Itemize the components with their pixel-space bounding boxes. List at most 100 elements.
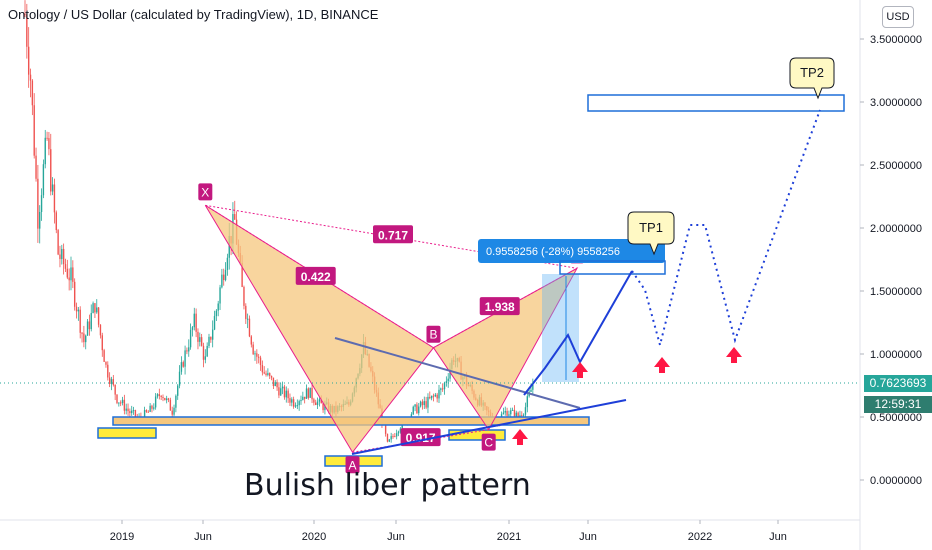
candle-body	[83, 333, 85, 343]
candle-body	[445, 381, 448, 383]
candle-body	[394, 436, 396, 438]
candle-body	[57, 230, 59, 255]
candle-body	[143, 410, 146, 422]
x-tick-label: Jun	[387, 531, 405, 543]
y-tick-label: 0.5000000	[870, 412, 922, 424]
candle-body	[217, 303, 219, 311]
tp1-box	[559, 260, 666, 275]
candle-body	[68, 277, 70, 281]
point-label-a: A	[349, 458, 357, 472]
ratio-label: 1.938	[485, 300, 515, 314]
x-tick-label: 2022	[688, 531, 712, 543]
measure-label-bg	[478, 239, 665, 263]
candle-body	[105, 361, 107, 365]
candle-body	[27, 46, 30, 75]
candle-body	[134, 410, 137, 418]
candle-body	[447, 378, 449, 382]
currency-button[interactable]: USD	[882, 6, 914, 28]
candle-body	[184, 350, 186, 367]
candle-body	[313, 399, 315, 403]
candle-body	[421, 401, 424, 406]
candle-body	[103, 350, 105, 362]
candle-body	[414, 404, 416, 407]
buy-arrow	[654, 357, 670, 373]
y-axis: 0.0000000 0.5000000 1.0000000 1.5000000 2.00…	[860, 34, 922, 487]
candle-body	[123, 399, 126, 411]
candle-body	[432, 395, 435, 397]
candle-body	[191, 327, 194, 330]
tp1-callout	[627, 211, 675, 256]
current-price-label: 0.7623693	[864, 375, 932, 392]
candle-body	[171, 410, 173, 415]
candle-body	[263, 372, 265, 374]
candle-body	[425, 401, 427, 408]
candle-body	[131, 410, 133, 414]
candle-body	[287, 390, 289, 399]
candle-body	[186, 350, 188, 352]
candle-body	[211, 329, 214, 340]
candle-body	[40, 195, 43, 212]
candle-body	[412, 406, 414, 415]
projection-dotted	[631, 109, 821, 349]
candle-body	[419, 401, 422, 407]
candle-body	[294, 405, 297, 407]
candle-body	[46, 137, 48, 139]
countdown-label: 12:59:31	[864, 396, 932, 413]
candle-body	[430, 395, 433, 399]
candle-body	[55, 212, 57, 231]
candle-body	[101, 335, 103, 351]
candle-body	[73, 281, 76, 307]
x-tick-label: 2020	[302, 531, 326, 543]
candle-body	[195, 313, 197, 332]
candle-body	[283, 386, 286, 398]
bd-dotted-line	[433, 267, 578, 349]
candle-body	[70, 267, 72, 281]
candle-body	[311, 387, 313, 400]
candle-body	[204, 356, 207, 360]
candle-body	[110, 379, 113, 384]
candle-body	[169, 399, 172, 411]
candle-body	[189, 329, 192, 348]
candle-body	[521, 415, 523, 417]
y-tick-label: 2.5000000	[870, 160, 922, 172]
y-tick-label: 2.0000000	[870, 223, 922, 235]
candle-body	[86, 321, 89, 336]
candle-body	[154, 396, 157, 408]
candle-body	[443, 382, 446, 390]
candle-body	[307, 388, 310, 398]
tp1-label: TP1	[639, 220, 663, 235]
candle-body	[315, 402, 317, 405]
candle-body	[90, 313, 92, 330]
candle-body	[24, 13, 26, 15]
x-axis: 2019 Jun 2020 Jun 2021 Jun 2022 Jun	[110, 520, 787, 543]
candle-body	[515, 412, 517, 419]
candle-body	[177, 385, 179, 396]
candle-body	[285, 390, 287, 398]
candle-body	[303, 396, 306, 399]
ratio-label: 0.422	[301, 270, 331, 284]
candle-body	[322, 403, 324, 411]
candle-body	[418, 406, 420, 414]
candle-body	[97, 307, 100, 325]
candle-body	[127, 408, 129, 412]
candle-body	[175, 395, 177, 408]
candle-body	[261, 365, 264, 373]
candle-body	[64, 264, 67, 269]
candle-body	[305, 388, 308, 399]
candle-body	[423, 401, 425, 406]
candle-body	[118, 402, 120, 404]
candle-body	[281, 386, 284, 389]
chart-title: Ontology / US Dollar (calculated by Trad…	[8, 7, 379, 22]
point-label-bg	[481, 433, 496, 451]
candle-body	[502, 412, 505, 415]
candle-body	[300, 399, 302, 402]
resistance-trendline	[334, 337, 581, 409]
measure-label: 0.9558256 (-28%) 9558256	[486, 246, 620, 258]
x-tick-label: Jun	[579, 531, 597, 543]
candle-body	[66, 268, 69, 278]
candle-body	[270, 375, 273, 378]
candle-body	[436, 394, 438, 399]
candle-body	[513, 409, 516, 419]
